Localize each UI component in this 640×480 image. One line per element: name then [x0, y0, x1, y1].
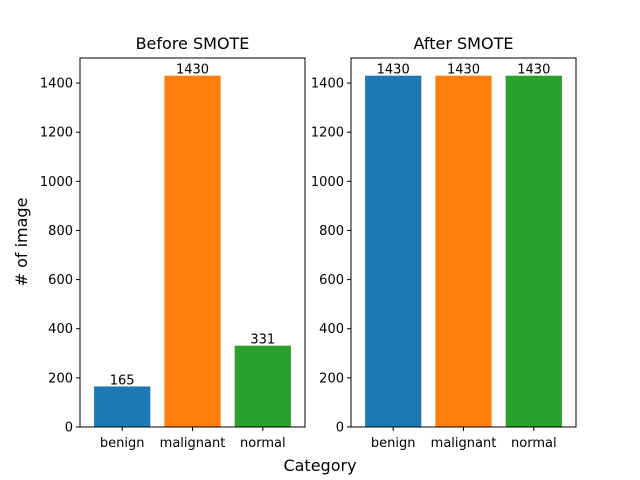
- after-smote-value-label-normal: 1430: [517, 63, 550, 78]
- after-smote-y-tick-label: 0: [336, 421, 344, 436]
- before-smote-y-tick-label: 1000: [40, 175, 73, 190]
- before-smote-x-tick-label-normal: normal: [240, 436, 286, 451]
- before-smote-bar-benign: [94, 386, 151, 427]
- before-smote-value-label-malignant: 1430: [176, 63, 209, 78]
- before-smote-x-tick-label-benign: benign: [100, 436, 145, 451]
- before-smote-value-label-normal: 331: [250, 333, 275, 348]
- after-smote-bar-malignant: [435, 75, 492, 427]
- after-smote-y-tick-label: 1000: [311, 175, 344, 190]
- before-smote-y-tick-label: 200: [48, 371, 73, 386]
- before-smote-value-label-benign: 165: [110, 373, 135, 388]
- after-smote-y-tick-label: 1200: [311, 126, 344, 141]
- after-smote-y-tick-label: 200: [319, 371, 344, 386]
- after-smote-panel: 1430 1430 1430 0 200 400 600 800 1000 1200 1400 ben…: [311, 34, 577, 451]
- before-smote-y-tick-label: 400: [48, 322, 73, 337]
- before-smote-x-tick-label-malignant: malignant: [160, 436, 226, 451]
- after-smote-value-label-malignant: 1430: [447, 63, 480, 78]
- after-smote-y-tick-label: 600: [319, 273, 344, 288]
- before-smote-y-tick-label: 600: [48, 273, 73, 288]
- y-axis-label: # of image: [12, 198, 31, 287]
- before-smote-y-tick-label: 1200: [40, 126, 73, 141]
- after-smote-x-tick-label-malignant: malignant: [431, 436, 497, 451]
- after-smote-y-tick-label: 400: [319, 322, 344, 337]
- after-smote-value-label-benign: 1430: [377, 63, 410, 78]
- before-smote-y-tick-label: 1400: [40, 77, 73, 92]
- x-axis-label: Category: [283, 456, 356, 475]
- after-smote-y-tick-label: 1400: [311, 77, 344, 92]
- after-smote-x-tick-label-benign: benign: [371, 436, 416, 451]
- before-smote-title: Before SMOTE: [136, 34, 250, 53]
- after-smote-bar-normal: [505, 75, 562, 427]
- before-smote-panel: 165 1430 331 0 200 400 600 800 1000 1200 1400 benig…: [40, 34, 306, 451]
- before-smote-y-tick-label: 800: [48, 224, 73, 239]
- after-smote-title: After SMOTE: [414, 34, 514, 53]
- before-smote-bar-normal: [234, 345, 291, 427]
- after-smote-bar-benign: [365, 75, 422, 427]
- before-smote-y-tick-label: 0: [65, 421, 73, 436]
- after-smote-y-tick-label: 800: [319, 224, 344, 239]
- after-smote-x-tick-label-normal: normal: [511, 436, 557, 451]
- before-smote-bar-malignant: [164, 75, 221, 427]
